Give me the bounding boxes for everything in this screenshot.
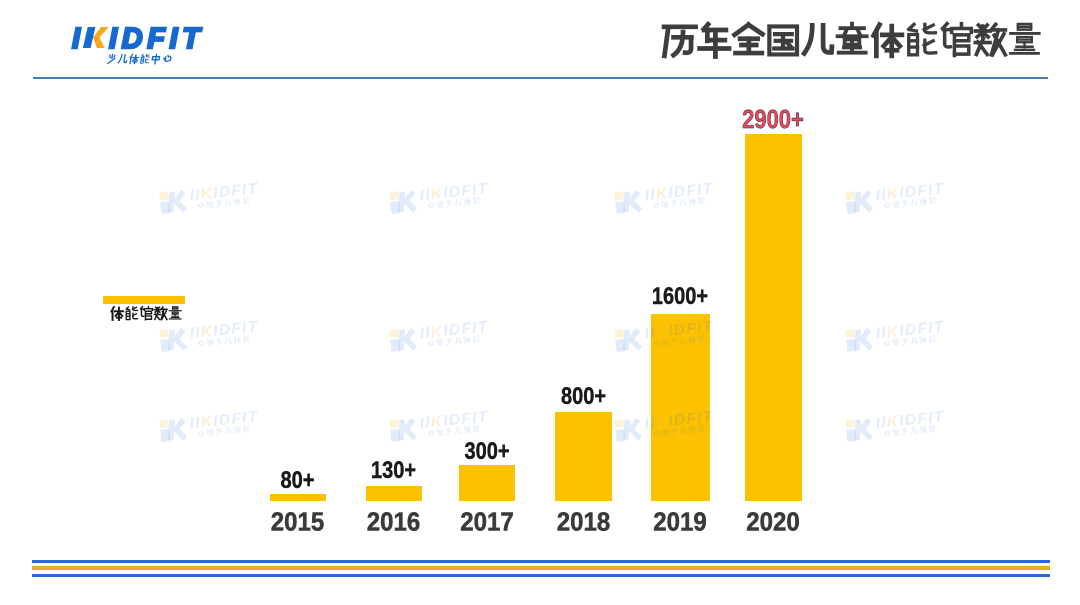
svg-text:IDFIT: IDFIT <box>109 23 205 55</box>
svg-text:I: I <box>72 23 81 55</box>
